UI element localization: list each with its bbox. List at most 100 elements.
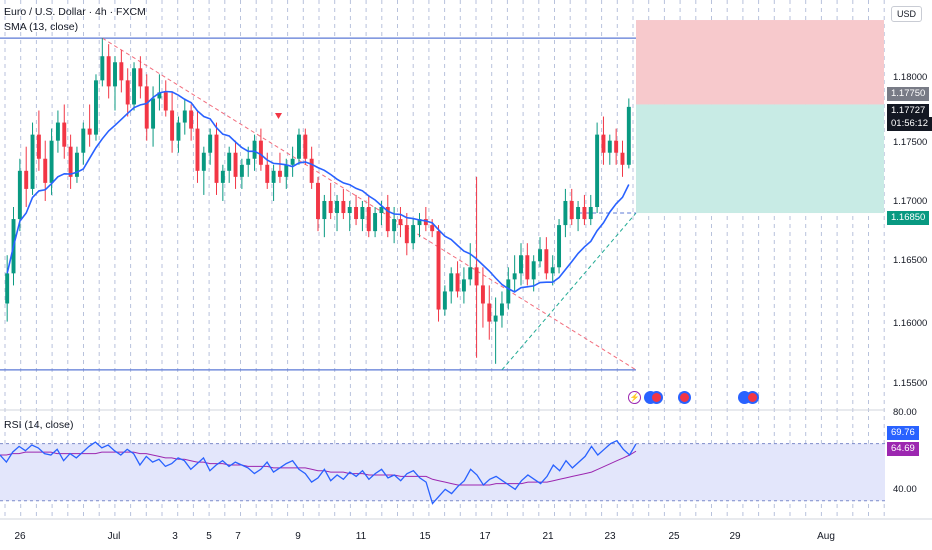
time-tick: 21 [542,531,554,542]
candle [297,128,301,165]
candle [487,285,492,340]
time-tick: 15 [419,531,431,542]
candle-body [5,273,10,304]
candle-body [322,200,327,220]
candle [151,86,156,147]
time-tick: 5 [206,531,212,542]
candle-body [106,56,111,87]
candle [449,267,454,304]
candle-body [411,225,416,244]
candle-body [614,140,619,153]
rsi-tick: 80.00 [893,407,917,418]
candle-body [233,152,238,177]
candle [144,74,149,141]
candle-body [100,56,105,81]
price-tick: 1.18000 [893,72,928,83]
sma-legend[interactable]: SMA (13, close) [4,21,79,33]
rsi-tick: 40.00 [893,484,917,495]
candle-body [563,200,568,226]
candle [43,140,48,201]
trend-lines[interactable] [102,37,637,371]
candle [68,134,73,189]
candle-body [550,267,555,274]
candle-body [74,152,79,177]
candle-body [290,158,295,165]
candle [512,255,517,292]
candle [214,122,219,195]
currency-button[interactable]: USD [890,6,922,22]
candle-body [347,207,352,214]
candle [544,237,549,280]
bullish-trendline[interactable] [501,212,637,371]
candle [176,116,181,153]
candle [170,92,175,153]
rsi-line [0,439,637,505]
last-price-badge: 1.17727 [887,104,930,118]
symbol-title[interactable]: Euro / U.S. Dollar · 4h · FXCM [4,6,146,18]
candle-body [417,219,422,226]
candle [303,128,308,165]
candle-body [119,62,124,81]
candle [271,164,276,201]
rsi-legend[interactable]: RSI (14, close) [4,419,74,431]
candle-body [360,207,365,220]
rsi-ma-line [0,450,637,486]
flag-icon[interactable] [746,391,759,404]
candle [550,255,555,286]
candle [189,104,194,141]
candle [138,56,143,99]
candle [398,207,403,238]
candle-body [576,207,581,220]
candle-body [195,128,200,171]
candle-body [176,122,181,141]
candle [322,194,327,238]
candle-body [373,213,378,232]
candle-body [335,200,339,214]
candle-body [499,303,504,316]
candle [309,146,314,189]
stop-badge: 1.16850 [887,211,930,225]
candle-body [607,140,612,153]
candle-body [430,225,435,232]
candle-body [297,134,301,159]
flag-icon[interactable] [650,391,663,404]
candle [519,243,523,286]
lightning-icon[interactable]: ⚡ [628,391,641,404]
candle-body [506,279,511,304]
candle [17,158,22,232]
candle-body [157,92,162,99]
candle-body [163,92,168,111]
sma-line [6,90,630,293]
candle [55,110,60,153]
candle-body [227,152,232,171]
candle-body [493,315,498,322]
candle-body [442,291,447,310]
candle [30,122,35,195]
candle [582,194,587,226]
candle-body [132,68,137,105]
candle-body [68,146,73,177]
candle-body [220,170,225,183]
candle [423,207,428,232]
candle [201,146,206,195]
candle-body [170,110,175,141]
candle [74,146,79,183]
candle [341,188,346,220]
candle [100,38,105,87]
candle-body [385,207,390,232]
candle [411,219,416,250]
time-tick: 17 [479,531,491,542]
candle-body [303,134,308,159]
candle-body [626,106,631,165]
candle-body [43,158,48,183]
candle [62,104,67,159]
candle [5,255,10,322]
candle-body [519,255,523,274]
flag-icon[interactable] [678,391,691,404]
candle [252,134,257,171]
candle [163,80,168,117]
candle-body [544,249,549,274]
candle [626,98,631,169]
candle-body [601,134,606,153]
